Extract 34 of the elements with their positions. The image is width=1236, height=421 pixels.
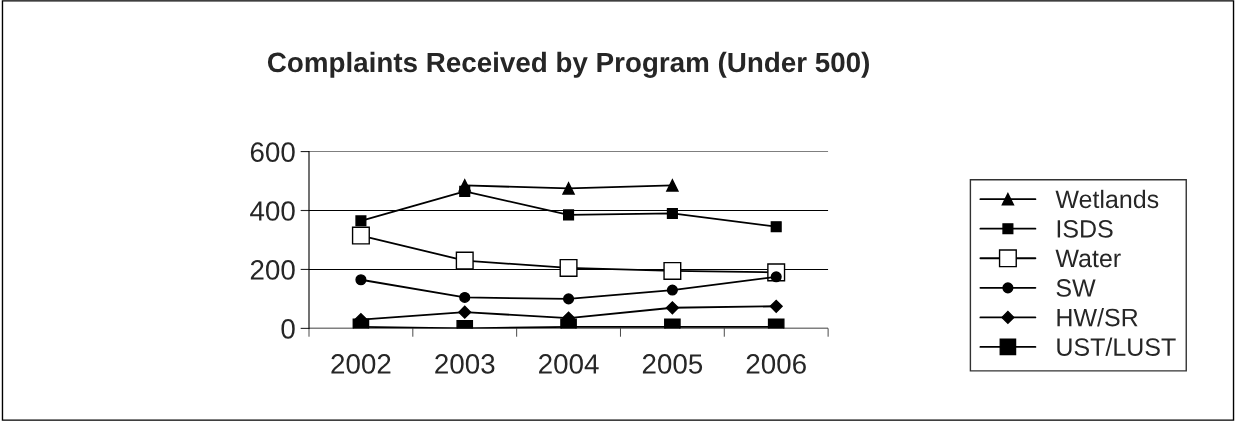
point bbox=[458, 305, 472, 319]
point bbox=[563, 293, 575, 305]
point bbox=[562, 182, 575, 195]
point bbox=[666, 207, 678, 220]
chart-title: Complaints Received by Program (Under 500) bbox=[267, 51, 869, 78]
point bbox=[351, 226, 370, 245]
point bbox=[459, 291, 471, 303]
legend-label: SW bbox=[1056, 279, 1096, 297]
legend-label: Water bbox=[1055, 249, 1121, 268]
y-tick-label: 600 bbox=[250, 142, 295, 162]
legend-label: UST/LUST bbox=[1057, 337, 1176, 356]
x-tick-label: 2006 bbox=[746, 354, 806, 374]
x-tick-label: 2003 bbox=[435, 354, 495, 374]
x-tick-label: 2005 bbox=[642, 354, 703, 374]
point bbox=[769, 299, 783, 313]
point bbox=[559, 258, 578, 277]
y-tick-label: 0 bbox=[281, 319, 295, 339]
legend-label: HW/SR bbox=[1057, 308, 1138, 327]
legend-label: Wetlands bbox=[1055, 189, 1159, 209]
y-tick-label: 400 bbox=[250, 201, 295, 221]
x-tick-label: 2002 bbox=[331, 354, 391, 374]
point bbox=[459, 185, 471, 197]
point bbox=[455, 251, 474, 270]
y-tick-label: 200 bbox=[250, 260, 295, 280]
point bbox=[563, 209, 575, 221]
point bbox=[355, 215, 367, 227]
point bbox=[666, 179, 679, 192]
x-tick-label: 2004 bbox=[539, 354, 599, 374]
legend-label: ISDS bbox=[1057, 220, 1113, 238]
point bbox=[663, 261, 682, 280]
point bbox=[665, 301, 679, 315]
point bbox=[666, 284, 678, 296]
point bbox=[355, 274, 367, 286]
point bbox=[770, 221, 782, 233]
